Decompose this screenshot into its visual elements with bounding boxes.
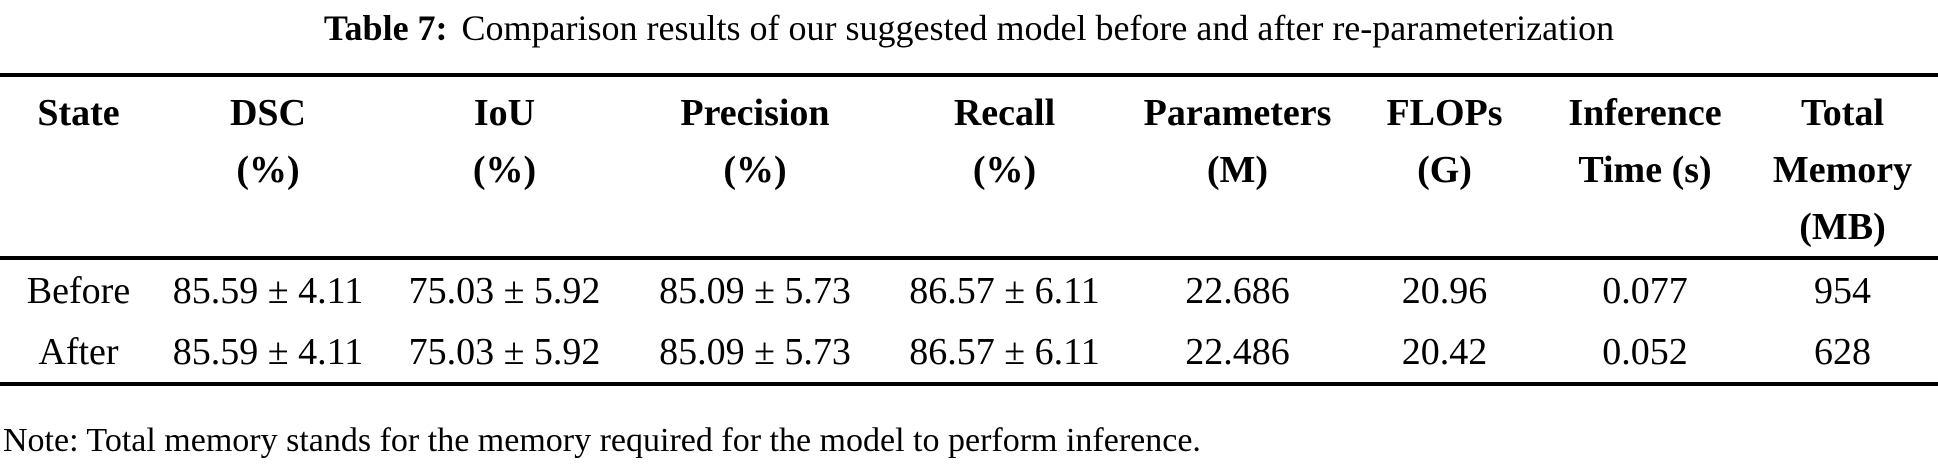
column-header-state: State	[0, 75, 157, 260]
cell-precision: 85.09 ± 5.73	[659, 269, 851, 312]
header-row: State DSC (%) IoU (%) Precision (%) Reca…	[0, 75, 1938, 260]
cell-dsc: 85.59 ± 4.11	[157, 321, 379, 386]
table-note: Note: Total memory stands for the memory…	[3, 422, 1201, 459]
cell-dsc: 85.59 ± 4.11	[172, 269, 364, 312]
cell-recall: 86.57 ± 6.11	[909, 269, 1100, 312]
cell-parameters: 22.486	[1129, 321, 1346, 386]
cell-recall: 86.57 ± 6.11	[880, 321, 1129, 386]
table-row-before: Before 85.59 ± 4.11 75.03 ± 5.92 85.09 ±…	[0, 258, 1938, 321]
column-header-iou: IoU (%)	[379, 75, 630, 260]
table-caption: Table 7: Comparison results of our sugges…	[0, 0, 1938, 73]
column-header-total-memory: Total Memory (MB)	[1747, 75, 1938, 260]
column-header-flops: FLOPs (G)	[1346, 75, 1543, 260]
column-header-parameters: Parameters (M)	[1129, 75, 1346, 260]
column-header-inference-time: Inference Time (s)	[1543, 75, 1747, 260]
table-caption-text: Comparison results of our suggested mode…	[461, 8, 1615, 48]
cell-total-memory: 954	[1814, 269, 1871, 312]
table-caption-label: Table 7:	[323, 8, 448, 48]
table-row-after: After 85.59 ± 4.11 75.03 ± 5.92 85.09 ± …	[0, 321, 1938, 386]
cell-inference-time: 0.052	[1543, 321, 1747, 386]
column-header-dsc: DSC (%)	[157, 75, 379, 260]
cell-iou: 75.03 ± 5.92	[408, 269, 601, 312]
comparison-results-table: State DSC (%) IoU (%) Precision (%) Reca…	[0, 73, 1938, 386]
cell-flops: 20.96	[1401, 269, 1488, 312]
cell-total-memory: 628	[1747, 321, 1938, 386]
column-header-recall: Recall (%)	[880, 75, 1129, 260]
cell-inference-time: 0.077	[1602, 269, 1688, 312]
cell-state: After	[0, 321, 157, 386]
cell-iou: 75.03 ± 5.92	[379, 321, 630, 386]
column-header-precision: Precision (%)	[630, 75, 880, 260]
cell-state: Before	[26, 269, 131, 312]
cell-flops: 20.42	[1346, 321, 1543, 386]
cell-precision: 85.09 ± 5.73	[630, 321, 880, 386]
cell-parameters: 22.686	[1185, 269, 1290, 312]
